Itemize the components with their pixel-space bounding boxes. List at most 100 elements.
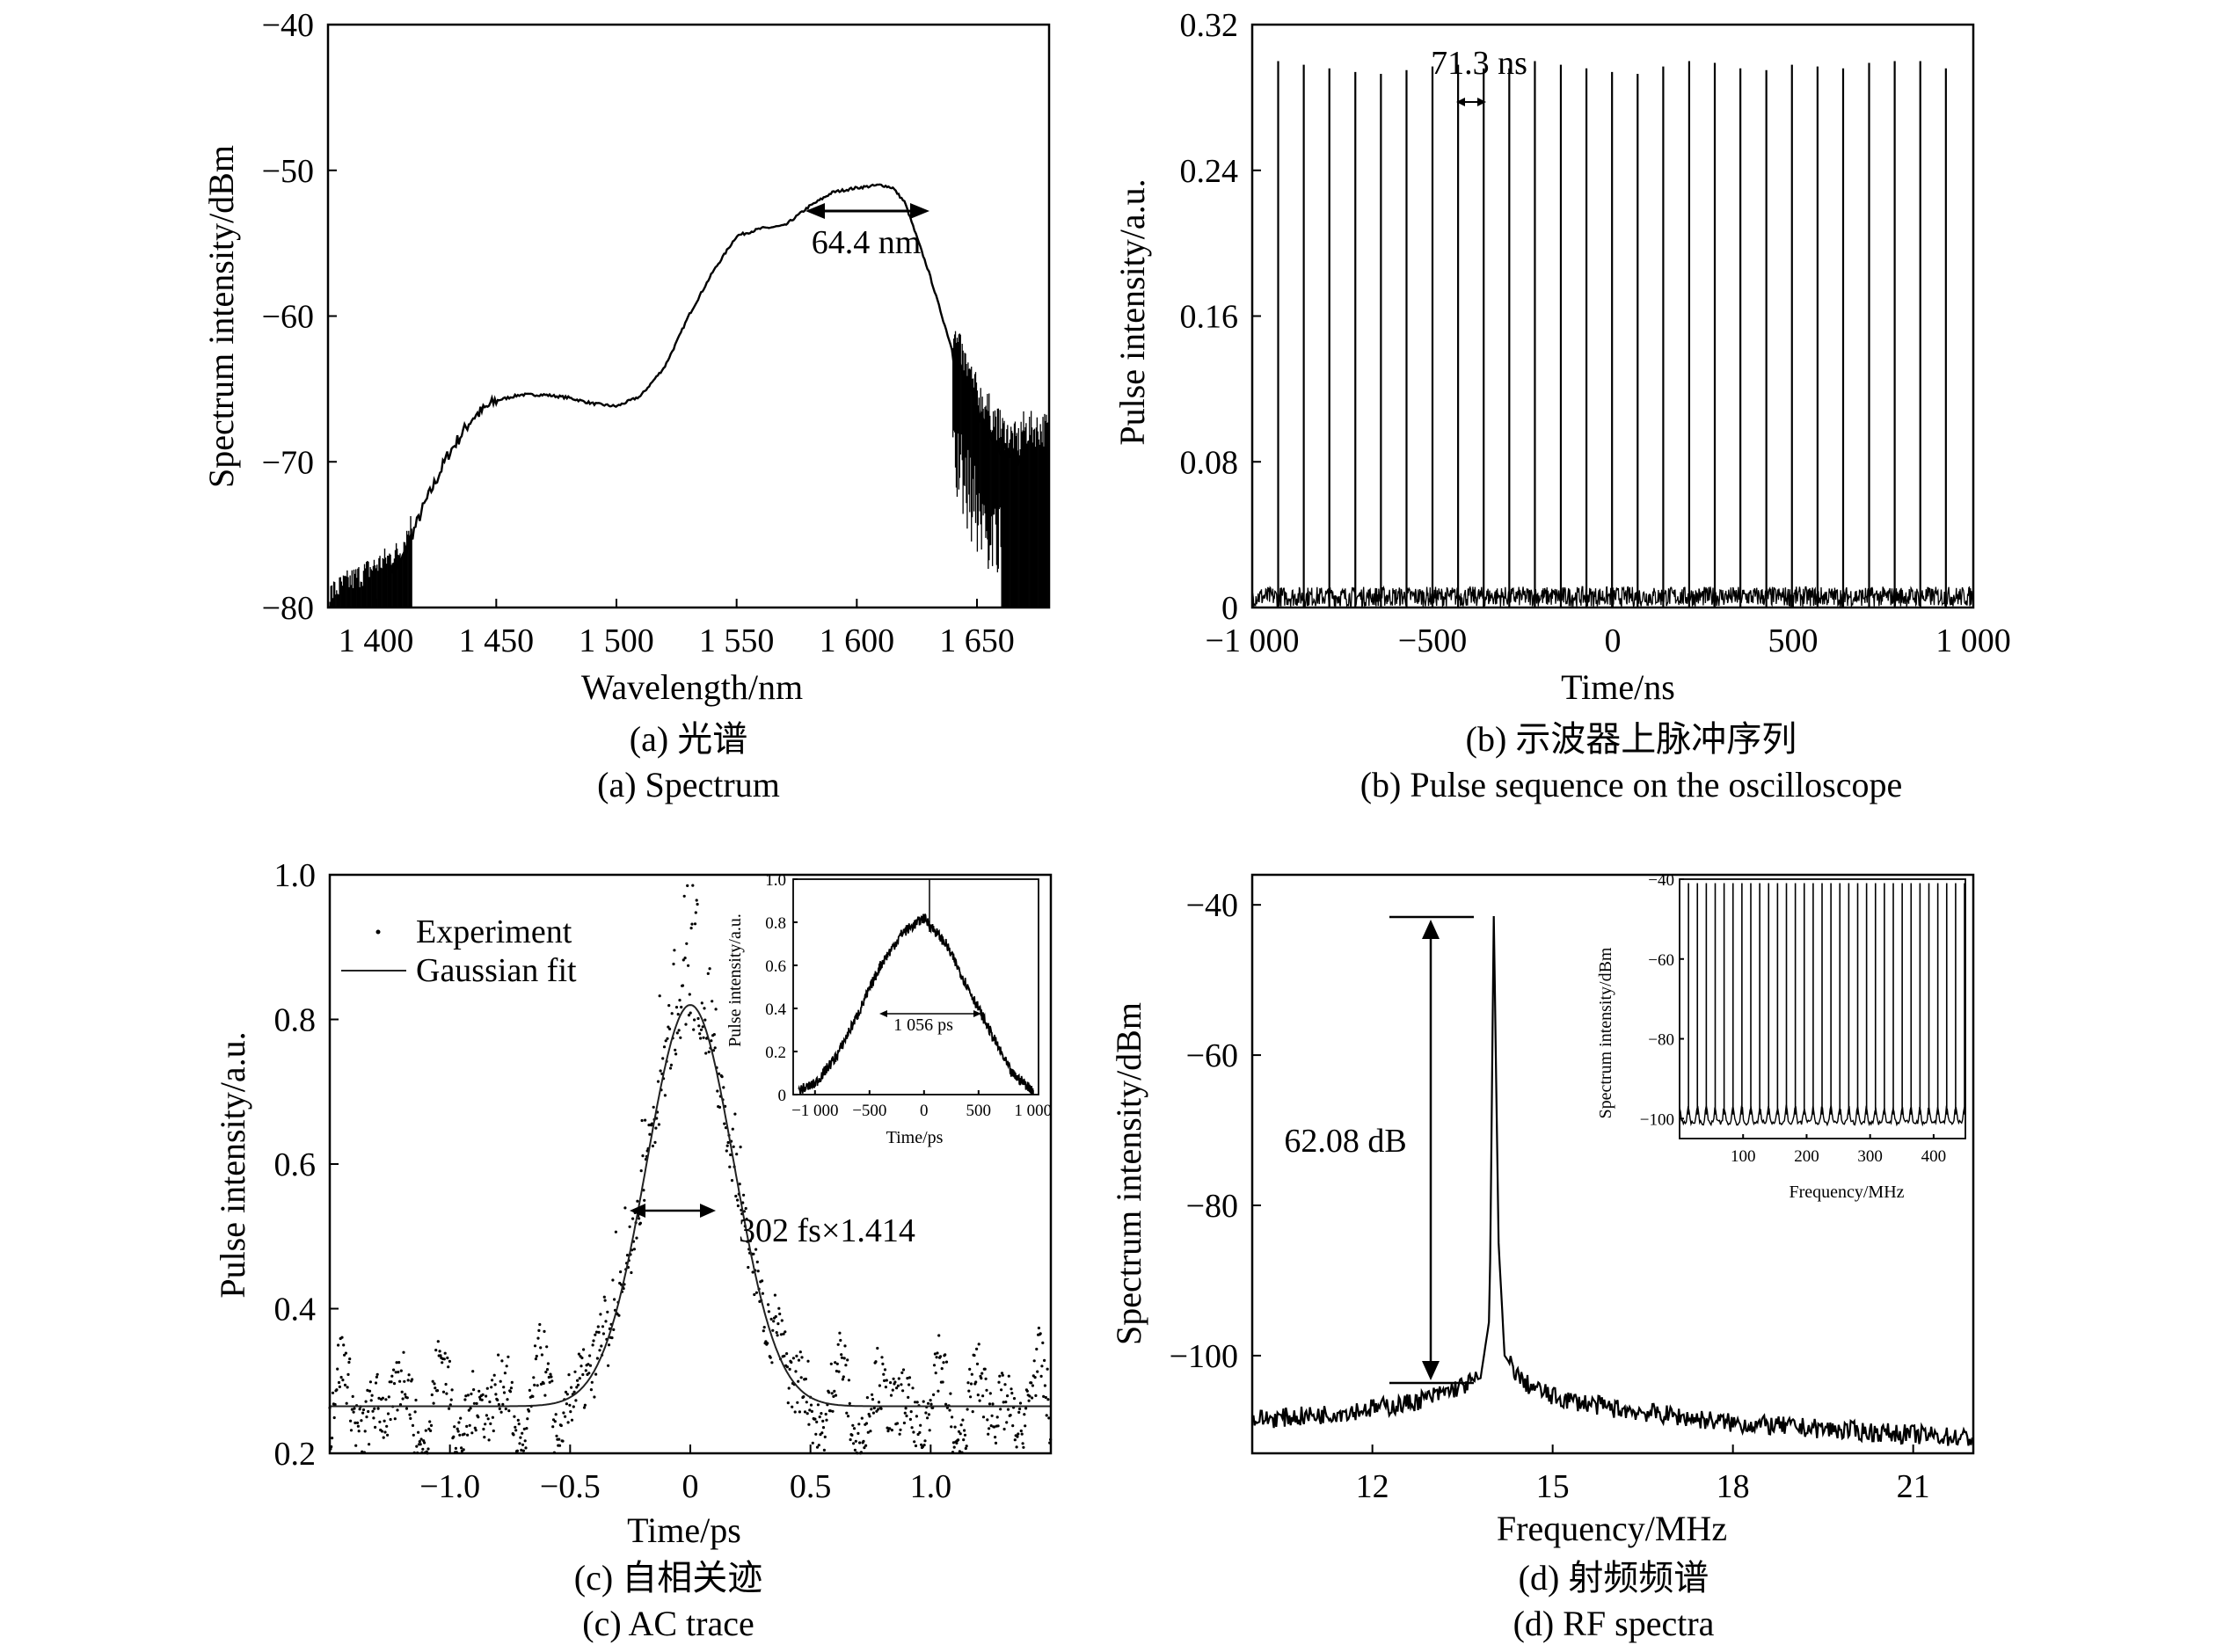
data-point	[857, 1431, 860, 1435]
x-c-tick-label: −0.5	[540, 1468, 601, 1505]
data-point	[697, 1024, 701, 1028]
data-point	[879, 1407, 883, 1410]
data-point	[514, 1425, 517, 1429]
data-point	[1010, 1392, 1014, 1395]
data-point	[477, 1415, 480, 1419]
data-point	[976, 1394, 980, 1397]
data-point	[389, 1417, 392, 1422]
data-point	[707, 1050, 711, 1054]
data-point	[374, 1425, 377, 1429]
data-point	[350, 1408, 354, 1411]
data-point	[607, 1364, 610, 1367]
data-point	[415, 1445, 419, 1448]
y-c-tick-label: 1.0	[274, 857, 317, 894]
data-point	[1010, 1387, 1013, 1391]
data-point	[912, 1430, 915, 1434]
x-axis-label-c: Time/ps	[627, 1510, 741, 1550]
data-point	[1025, 1389, 1029, 1393]
data-point	[446, 1356, 449, 1360]
data-point	[733, 1112, 737, 1116]
data-point	[550, 1379, 554, 1383]
data-point	[909, 1410, 913, 1414]
data-point	[1040, 1365, 1044, 1368]
data-point	[628, 1225, 631, 1228]
y-tick-labels-a: −80 −70 −60 −50 −40	[262, 7, 337, 627]
data-point	[988, 1427, 991, 1430]
data-point	[845, 1411, 849, 1415]
caption-cn-b: (b) 示波器上脉冲序列	[1466, 719, 1797, 759]
data-point	[506, 1398, 509, 1401]
data-point	[342, 1343, 346, 1347]
data-point	[701, 1025, 704, 1029]
data-point	[594, 1330, 599, 1334]
data-point	[963, 1433, 967, 1437]
x-a-tick-label: 1 400	[339, 622, 414, 659]
data-point	[777, 1306, 781, 1310]
data-point	[871, 1393, 874, 1396]
data-point	[910, 1426, 914, 1430]
data-point	[784, 1330, 787, 1334]
data-point	[405, 1396, 409, 1400]
data-point	[824, 1412, 827, 1416]
data-point	[657, 1123, 661, 1126]
data-point	[714, 1008, 718, 1011]
data-point	[528, 1388, 532, 1392]
data-point	[368, 1389, 372, 1393]
data-point	[466, 1394, 470, 1397]
data-point	[973, 1354, 976, 1357]
inset-y-c-tick-label: 0.2	[765, 1044, 786, 1062]
data-point	[667, 1025, 670, 1029]
inset-x-c-tick-label: −1 000	[791, 1102, 838, 1120]
data-point	[487, 1438, 491, 1442]
data-point	[839, 1338, 842, 1343]
data-point	[685, 942, 689, 945]
data-point	[906, 1377, 909, 1380]
data-point	[838, 1331, 842, 1335]
data-point	[664, 1039, 667, 1043]
data-point	[545, 1368, 550, 1372]
data-point	[966, 1381, 970, 1385]
data-point	[1009, 1414, 1012, 1417]
data-point	[941, 1380, 944, 1384]
data-point	[716, 1089, 719, 1093]
data-point	[383, 1430, 387, 1434]
data-point	[582, 1348, 586, 1351]
data-point	[871, 1398, 875, 1401]
data-point	[444, 1382, 448, 1386]
data-point	[484, 1423, 487, 1426]
data-point	[408, 1413, 412, 1416]
data-point	[1039, 1374, 1043, 1378]
data-point	[611, 1278, 615, 1282]
data-point	[456, 1430, 460, 1433]
data-point	[584, 1369, 587, 1372]
data-point	[802, 1395, 805, 1399]
data-point	[577, 1352, 581, 1356]
data-point	[1022, 1445, 1025, 1449]
data-point	[782, 1332, 785, 1335]
y-tick-labels-d: −100 −80 −60 −40	[1170, 887, 1261, 1375]
data-point	[696, 902, 699, 906]
x-c-tick-label: 0.5	[790, 1468, 832, 1505]
data-point	[893, 1380, 897, 1384]
data-point	[636, 1199, 639, 1203]
data-point	[1035, 1347, 1039, 1351]
data-point	[999, 1408, 1002, 1411]
data-point	[725, 1149, 728, 1153]
data-point	[360, 1419, 363, 1423]
data-point	[598, 1349, 601, 1352]
data-point	[493, 1383, 497, 1386]
gaussian-fit-curve	[330, 1004, 1051, 1408]
data-point	[908, 1383, 911, 1386]
data-point	[383, 1419, 386, 1423]
data-point	[639, 1169, 643, 1173]
inset-x-d-tick-label: 300	[1857, 1147, 1883, 1166]
y-tick-labels-c: 0.2 0.4 0.6 0.8 1.0	[274, 857, 339, 1473]
data-point	[435, 1389, 440, 1393]
data-point	[793, 1410, 797, 1414]
data-point	[835, 1369, 839, 1373]
data-point	[661, 1057, 665, 1060]
data-point	[937, 1334, 941, 1337]
data-point	[390, 1380, 393, 1384]
x-c-tick-label: 1.0	[910, 1468, 952, 1505]
data-point	[632, 1248, 637, 1251]
